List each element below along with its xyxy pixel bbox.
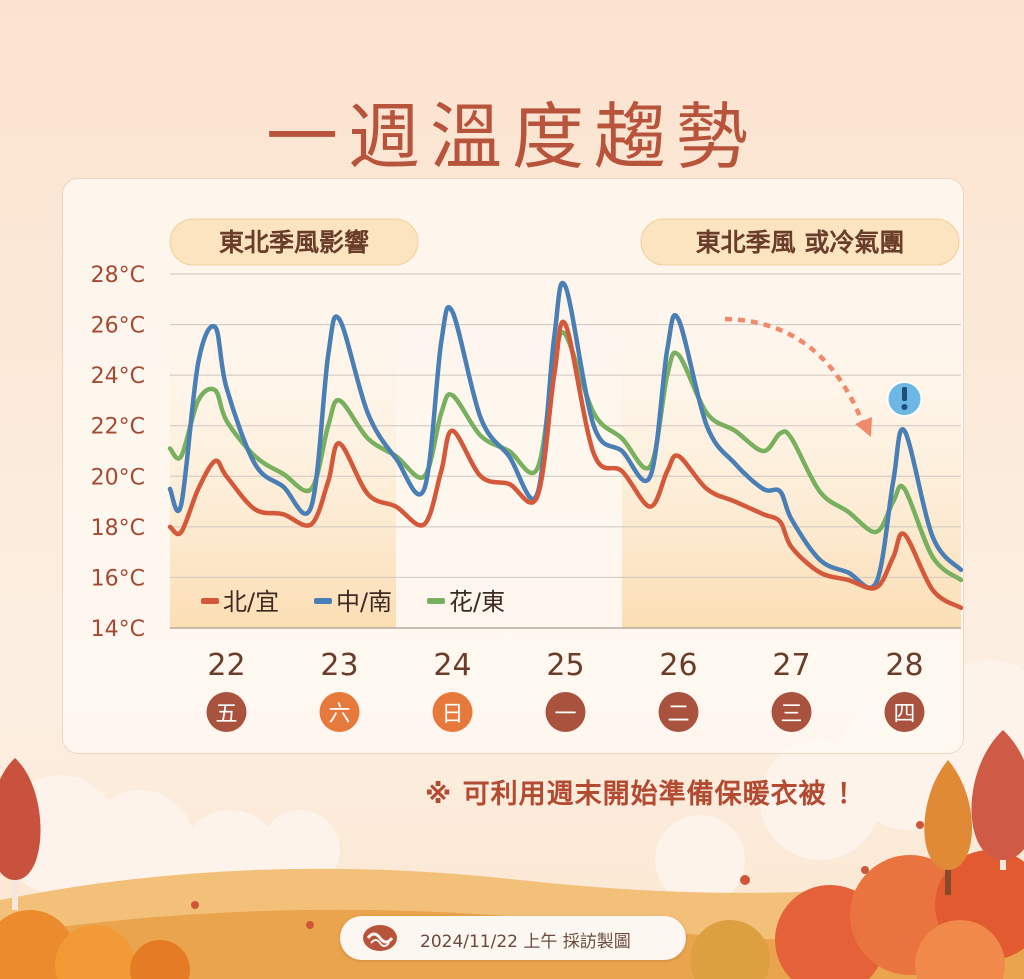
y-tick-label: 14°C [91,617,145,642]
label-pill-bg [169,218,419,266]
shaded-day-28 [848,274,961,628]
x-tick-label: 23 [320,648,358,683]
y-tick-label: 18°C [91,516,145,541]
agency-logo [363,925,397,951]
y-tick-label: 26°C [91,314,145,339]
x-axis-ticks: 22 23 24 25 26 27 28 [207,648,923,683]
x-tick-label: 24 [433,648,471,683]
grid-lines [170,273,961,629]
y-tick-label: 20°C [91,465,145,490]
annotations [724,316,923,437]
x-tick-label: 25 [546,648,584,683]
bush-left [0,910,190,979]
label-pill-bg [640,218,960,266]
temperature-chart: 14°C16°C18°C20°C22°C24°C26°C28°C 東北季風影響東… [91,218,963,732]
x-tick-label: 28 [885,648,923,683]
legend-label: 花/東 [449,588,505,616]
alert-bar [902,387,907,401]
arrow-head [855,417,872,437]
weekday-badge [206,692,247,732]
weekday-label: 日 [441,702,463,727]
tree-right-red [971,730,1024,870]
weekday-label: 五 [215,702,237,727]
exclamation-icon [886,381,923,417]
weekday-label: 三 [780,702,802,727]
footer-text: 2024/11/22 上午 採訪製圖 [420,932,631,952]
series-line-north [167,319,963,611]
weekday-label: 六 [328,702,350,727]
y-tick-label: 28°C [91,263,145,288]
legend-label: 北/宜 [223,588,279,616]
y-tick-label: 16°C [91,566,145,591]
series-line-central_south [167,280,963,591]
region-labels: 東北季風影響 東北季風 或冷氣團 [169,218,960,266]
weekday-label: 二 [667,702,689,727]
dashed-arrow-icon [724,316,866,425]
tree-right-orange [924,760,973,895]
weekday-badge [545,692,586,732]
footer-badge: 2024/11/22 上午 採訪製圖 [340,916,686,960]
y-axis-ticks: 14°C 16°C 18°C 20°C 22°C 24°C 26°C 28°C [91,263,145,642]
tree-left [0,758,41,910]
shaded-day-23 [283,274,396,628]
label-northeast-monsoon: 東北季風影響 [169,218,419,266]
y-tick-label: 24°C [91,364,145,389]
weekday-label: 四 [893,702,915,727]
legend-label: 中/南 [336,588,392,616]
x-tick-label: 22 [207,648,245,683]
weekday-badge [319,692,360,732]
weekday-badge [432,692,473,732]
shaded-day-26 [622,274,735,628]
x-tick-label: 27 [772,648,810,683]
label-monsoon-or-cold-air: 東北季風 或冷氣團 [640,218,960,266]
legend: 北/宜 中/南 花/東 [201,588,505,616]
legend-swatch-north [201,598,219,604]
weekday-badge [771,692,812,732]
legend-swatch-central_south [314,598,332,604]
label-pill-text: 東北季風影響 [219,228,369,257]
bush-right [690,850,1024,979]
series-lines [167,280,963,611]
label-pill-text: 東北季風 或冷氣團 [696,228,905,257]
alert-dot [901,404,908,410]
weekday-badge [658,692,699,732]
x-tick-label: 26 [659,648,697,683]
page-title: 一週溫度趨勢 [265,95,758,179]
y-tick-label: 22°C [91,415,145,440]
weekday-badge [884,692,925,732]
advice-note: ※ 可利用週末開始準備保暖衣被 ！ [425,779,866,810]
chart-panel: 14°C 16°C 18°C 20°C 22°C 24°C 26°C 28°C 東北季風影響東… [62,178,964,754]
weekday-label: 一 [554,702,576,727]
weekday-badges: 五六日一二三四 [206,692,925,732]
legend-swatch-east [427,598,445,604]
